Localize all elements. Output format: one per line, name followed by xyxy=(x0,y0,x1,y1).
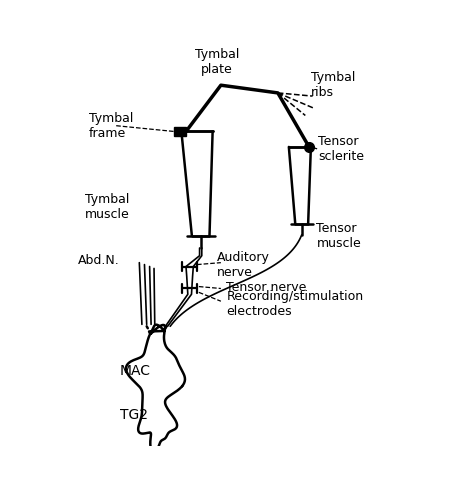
Text: Tensor
muscle: Tensor muscle xyxy=(316,221,361,249)
Text: Auditory
nerve: Auditory nerve xyxy=(217,252,270,280)
Text: Tymbal
plate: Tymbal plate xyxy=(195,48,239,76)
Text: TG2: TG2 xyxy=(120,408,148,422)
Text: Abd.N.: Abd.N. xyxy=(78,254,119,267)
Text: MAC: MAC xyxy=(120,364,151,378)
Text: Tensor
sclerite: Tensor sclerite xyxy=(318,135,364,163)
Text: Tymbal
ribs: Tymbal ribs xyxy=(311,71,355,99)
Bar xyxy=(174,127,186,136)
Text: Tymbal
frame: Tymbal frame xyxy=(89,112,133,140)
Text: Tensor nerve: Tensor nerve xyxy=(227,281,307,294)
Text: Tymbal
muscle: Tymbal muscle xyxy=(85,193,130,221)
Text: Recording/stimulation
electrodes: Recording/stimulation electrodes xyxy=(227,290,364,318)
